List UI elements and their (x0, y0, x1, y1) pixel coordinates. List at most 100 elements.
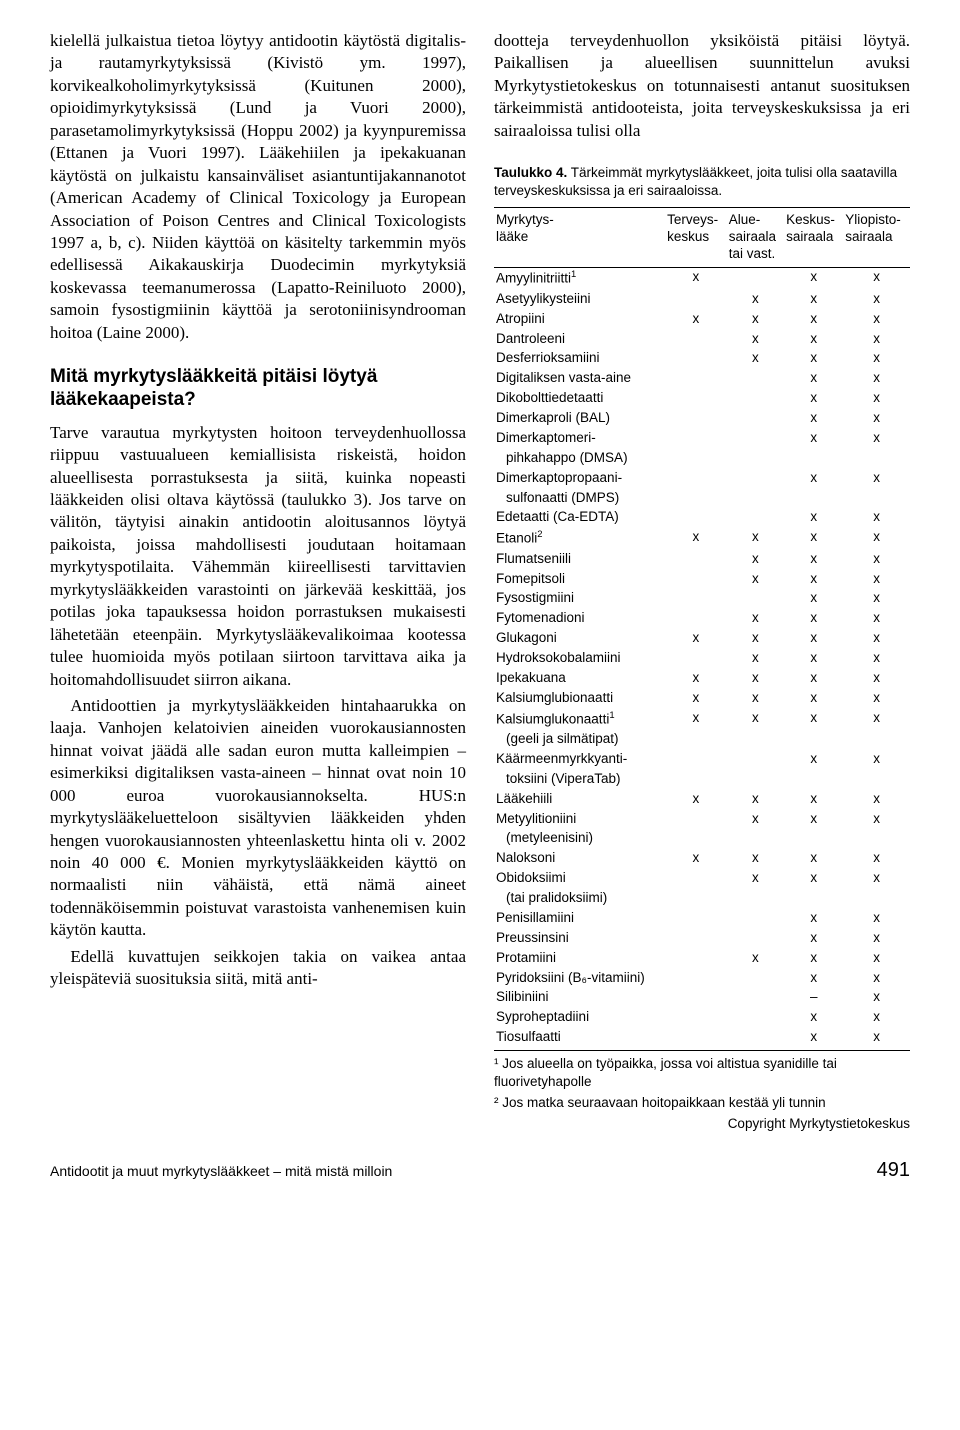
cell: x (784, 789, 843, 809)
table-row: Dantroleenixxx (494, 329, 910, 349)
cell: x (727, 289, 784, 309)
cell (727, 508, 784, 528)
cell: x (843, 629, 910, 649)
cell (665, 609, 727, 629)
table-row: toksiini (ViperaTab) (494, 769, 910, 789)
cell (727, 829, 784, 849)
drug-name: Naloksoni (494, 849, 665, 869)
cell: x (727, 329, 784, 349)
table-row: sulfonaatti (DMPS) (494, 488, 910, 508)
cell: x (843, 668, 910, 688)
drug-name: Dimerkaptopropaani- (494, 468, 665, 488)
table-row: Metyylitioniinixxx (494, 809, 910, 829)
cell: x (843, 948, 910, 968)
table-row: Pyridoksiini (B₆-vitamiini)xx (494, 968, 910, 988)
cell: x (665, 309, 727, 329)
table-row: Penisillamiinixx (494, 908, 910, 928)
cell: x (727, 869, 784, 889)
table-row: (metyleenisini) (494, 829, 910, 849)
table-row: Fytomenadionixxx (494, 609, 910, 629)
table-caption-label: Taulukko 4. (494, 165, 567, 180)
drug-name: Atropiini (494, 309, 665, 329)
cell (665, 549, 727, 569)
table-row: Obidoksiimixxx (494, 869, 910, 889)
cell (665, 289, 727, 309)
cell: x (784, 749, 843, 769)
cell (784, 889, 843, 909)
drug-name: sulfonaatti (DMPS) (494, 488, 665, 508)
cell (784, 829, 843, 849)
cell (727, 1028, 784, 1050)
cell: x (784, 869, 843, 889)
cell: x (784, 267, 843, 289)
para-top-right: dootteja terveydenhuollon yksiköistä pit… (494, 30, 910, 142)
cell (665, 389, 727, 409)
cell (665, 428, 727, 448)
col-terveys: Terveys-keskus (665, 208, 727, 268)
cell (665, 889, 727, 909)
table-footnote-1: ¹ Jos alueella on työpaikka, jossa voi a… (494, 1055, 910, 1090)
drug-name: Lääkehiili (494, 789, 665, 809)
cell: x (843, 289, 910, 309)
cell (727, 488, 784, 508)
cell: x (843, 688, 910, 708)
drug-name: Asetyylikysteiini (494, 289, 665, 309)
cell: x (784, 809, 843, 829)
table-copyright: Copyright Myrkytystietokeskus (494, 1116, 910, 1131)
cell (843, 769, 910, 789)
drug-name: (metyleenisini) (494, 829, 665, 849)
cell (665, 809, 727, 829)
drug-name: Hydroksokobalamiini (494, 649, 665, 669)
footer-title: Antidootit ja muut myrkytyslääkkeet – mi… (50, 1163, 392, 1179)
col-drug: Myrkytys-lääke (494, 208, 665, 268)
cell: x (843, 809, 910, 829)
cell: x (843, 389, 910, 409)
cell (727, 730, 784, 750)
cell: x (784, 369, 843, 389)
table-row: Fysostigmiinixx (494, 589, 910, 609)
cell: x (843, 349, 910, 369)
cell: x (784, 968, 843, 988)
cell (843, 829, 910, 849)
table-row: Dimerkaptomeri-xx (494, 428, 910, 448)
cell (843, 889, 910, 909)
cell (665, 769, 727, 789)
cell: x (784, 609, 843, 629)
drug-name: Etanoli2 (494, 528, 665, 549)
cell: x (843, 528, 910, 549)
cell: x (727, 549, 784, 569)
cell (665, 569, 727, 589)
drug-name: Dimerkaproli (BAL) (494, 409, 665, 429)
cell: x (843, 869, 910, 889)
cell: x (843, 649, 910, 669)
cell (665, 968, 727, 988)
cell (843, 488, 910, 508)
cell: x (665, 668, 727, 688)
drug-name: toksiini (ViperaTab) (494, 769, 665, 789)
cell: x (843, 589, 910, 609)
cell: x (784, 688, 843, 708)
cell (665, 1028, 727, 1050)
table-header-row: Myrkytys-lääke Terveys-keskus Alue-saira… (494, 208, 910, 268)
cell: x (784, 349, 843, 369)
cell: x (665, 789, 727, 809)
cell (727, 769, 784, 789)
cell: x (784, 389, 843, 409)
table-row: Hydroksokobalamiinixxx (494, 649, 910, 669)
table-row: Protamiinixxx (494, 948, 910, 968)
cell: x (727, 309, 784, 329)
table-row: Dimerkaptopropaani-xx (494, 468, 910, 488)
cell: x (843, 409, 910, 429)
drug-name: Fysostigmiini (494, 589, 665, 609)
table-row: Dimerkaproli (BAL)xx (494, 409, 910, 429)
drug-name: Dantroleeni (494, 329, 665, 349)
table-row: Flumatseniilixxx (494, 549, 910, 569)
para-2: Tarve varautua myrkytysten hoitoon terve… (50, 422, 466, 691)
cell: x (843, 468, 910, 488)
drug-name: Fytomenadioni (494, 609, 665, 629)
cell: x (784, 329, 843, 349)
cell: x (843, 708, 910, 729)
drug-name: Käärmeenmyrkkyanti- (494, 749, 665, 769)
cell: x (665, 267, 727, 289)
cell: x (784, 928, 843, 948)
